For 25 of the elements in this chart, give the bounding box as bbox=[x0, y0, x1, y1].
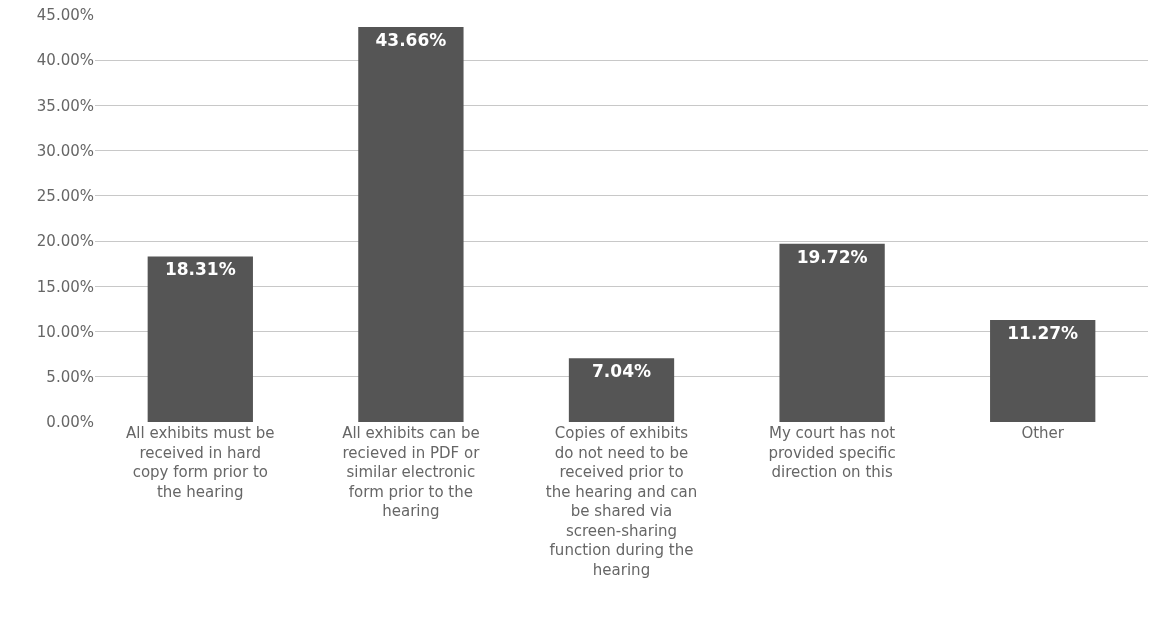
x-tick-label: All exhibits can be recieved in PDF or similar electronic form prior to the hearing bbox=[342, 424, 481, 520]
y-tick-label: 20.00% bbox=[36, 232, 94, 251]
y-tick-label: 5.00% bbox=[46, 368, 94, 387]
y-tick-label: 25.00% bbox=[36, 187, 94, 206]
y-tick-label: 15.00% bbox=[36, 277, 94, 296]
x-tick-label: My court has not provided specific direction on this bbox=[768, 424, 896, 481]
data-label: 11.27% bbox=[1007, 323, 1079, 344]
data-label: 18.31% bbox=[164, 259, 236, 280]
bar bbox=[990, 320, 1096, 422]
x-tick-label: Copies of exhibits do not need to be received prior to the hearing and can be shared via screen-sharing function during the hearing bbox=[545, 424, 698, 579]
bar bbox=[568, 358, 675, 422]
y-tick-label: 45.00% bbox=[36, 6, 94, 25]
y-tick-label: 30.00% bbox=[36, 141, 94, 160]
y-tick-label: 0.00% bbox=[46, 413, 94, 432]
x-tick-label: All exhibits must be received in hard copy form prior to the hearing bbox=[126, 424, 275, 501]
y-tick-label: 10.00% bbox=[36, 322, 94, 341]
x-tick-label: Other bbox=[1021, 424, 1065, 442]
bar bbox=[147, 256, 253, 422]
y-tick-label: 40.00% bbox=[36, 51, 94, 70]
bar bbox=[358, 27, 464, 422]
data-label: 7.04% bbox=[592, 361, 651, 382]
data-label: 43.66% bbox=[375, 30, 447, 51]
y-tick-label: 35.00% bbox=[36, 96, 94, 115]
data-label: 19.72% bbox=[796, 246, 868, 267]
bar bbox=[779, 243, 885, 422]
